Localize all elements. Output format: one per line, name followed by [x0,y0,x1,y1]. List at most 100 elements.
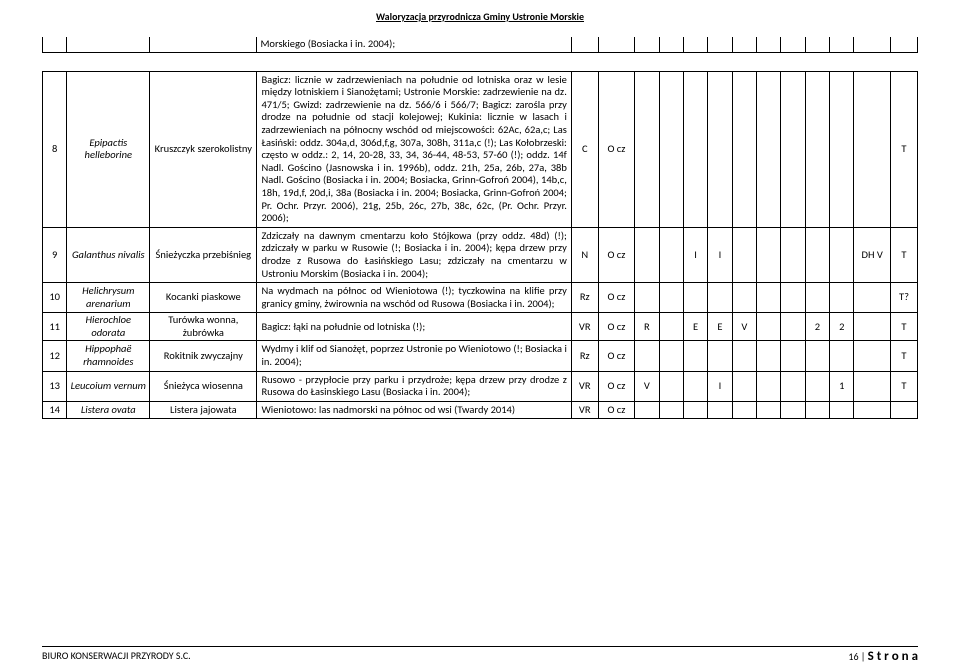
description: Wieniotowo: las nadmorski na północ od w… [257,401,571,419]
data-cell [805,341,829,371]
polish-name: Rokitnik zwyczajny [150,341,257,371]
data-cell [757,71,781,227]
data-cell [757,227,781,282]
top-continuation-row: Morskiego (Bosiacka i in. 2004); [43,37,918,52]
description: Zdziczały na dawnym cmentarzu koło Stójk… [257,227,571,282]
data-cell [708,401,732,419]
data-cell [805,227,829,282]
data-cell [854,313,891,341]
data-cell [757,313,781,341]
data-cell [830,283,854,313]
row-number: 8 [43,71,67,227]
row-number: 10 [43,283,67,313]
table-row: 10Helichrysum arenariumKocanki piaskoweN… [43,283,918,313]
data-cell [683,371,707,401]
data-cell: I [683,227,707,282]
data-cell [781,71,805,227]
data-cell: T? [890,283,917,313]
latin-name: Epipactis helleborine [67,71,150,227]
data-cell: O cz [598,313,635,341]
table-row: 8Epipactis helleborineKruszczyk szerokol… [43,71,918,227]
data-cell [732,371,756,401]
data-cell: C [571,71,598,227]
table-row: 9Galanthus nivalisŚnieżyczka przebiśnieg… [43,227,918,282]
data-cell [732,71,756,227]
data-cell: I [708,371,732,401]
table-row: 14Listera ovataListera jajowataWieniotow… [43,401,918,419]
data-cell [781,401,805,419]
data-cell [659,371,683,401]
data-cell: O cz [598,227,635,282]
data-cell: I [708,227,732,282]
data-cell [683,341,707,371]
data-cell [805,283,829,313]
row-number: 14 [43,401,67,419]
data-cell [659,401,683,419]
data-cell [830,71,854,227]
data-cell: E [708,313,732,341]
data-cell [635,341,659,371]
data-cell: Rz [571,341,598,371]
table-row: 13Leucoium vernumŚnieżyca wiosennaRusowo… [43,371,918,401]
data-cell: Rz [571,283,598,313]
data-cell [805,371,829,401]
latin-name: Hippophaë rhamnoides [67,341,150,371]
polish-name: Listera jajowata [150,401,257,419]
latin-name: Helichrysum arenarium [67,283,150,313]
data-cell [635,401,659,419]
data-cell: R [635,313,659,341]
data-cell: O cz [598,341,635,371]
data-cell: T [890,341,917,371]
data-cell [659,283,683,313]
data-cell [890,401,917,419]
data-cell [683,401,707,419]
data-cell: N [571,227,598,282]
latin-name: Hierochloe odorata [67,313,150,341]
latin-name: Listera ovata [67,401,150,419]
data-cell [659,341,683,371]
data-cell: O cz [598,371,635,401]
data-cell: VR [571,401,598,419]
data-cell: VR [571,313,598,341]
data-cell: V [635,371,659,401]
top-table: Morskiego (Bosiacka i in. 2004); [42,37,918,53]
description: Na wydmach na północ od Wieniotowa (!); … [257,283,571,313]
data-cell: T [890,371,917,401]
data-cell: E [683,313,707,341]
description: Rusowo - przypłocie przy parku i przydro… [257,371,571,401]
footer-left: BIURO KONSERWACJI PRZYRODY S.C. [42,649,191,664]
data-cell [732,341,756,371]
data-cell [635,71,659,227]
data-cell [781,313,805,341]
data-cell [757,283,781,313]
data-cell: O cz [598,401,635,419]
data-cell [683,283,707,313]
data-cell [708,283,732,313]
table-row: 11Hierochloe odorataTurówka wonna, żubró… [43,313,918,341]
row-number: 9 [43,227,67,282]
polish-name: Śnieżyczka przebiśnieg [150,227,257,282]
description: Bagicz: łąki na południe od lotniska (!)… [257,313,571,341]
data-cell [732,283,756,313]
data-cell: O cz [598,71,635,227]
data-cell: T [890,313,917,341]
data-cell [757,341,781,371]
data-cell [757,401,781,419]
data-cell [854,341,891,371]
data-cell [732,401,756,419]
data-cell [708,71,732,227]
data-cell [781,341,805,371]
data-cell: O cz [598,283,635,313]
data-cell [854,283,891,313]
table-row: 12Hippophaë rhamnoidesRokitnik zwyczajny… [43,341,918,371]
data-cell: T [890,227,917,282]
data-cell: V [732,313,756,341]
data-cell [854,371,891,401]
polish-name: Turówka wonna, żubrówka [150,313,257,341]
main-table: 8Epipactis helleborineKruszczyk szerokol… [42,71,918,420]
footer: BIURO KONSERWACJI PRZYRODY S.C. 16 | S t… [42,646,918,664]
polish-name: Śnieżyca wiosenna [150,371,257,401]
data-cell [781,371,805,401]
latin-name: Leucoium vernum [67,371,150,401]
data-cell [635,283,659,313]
